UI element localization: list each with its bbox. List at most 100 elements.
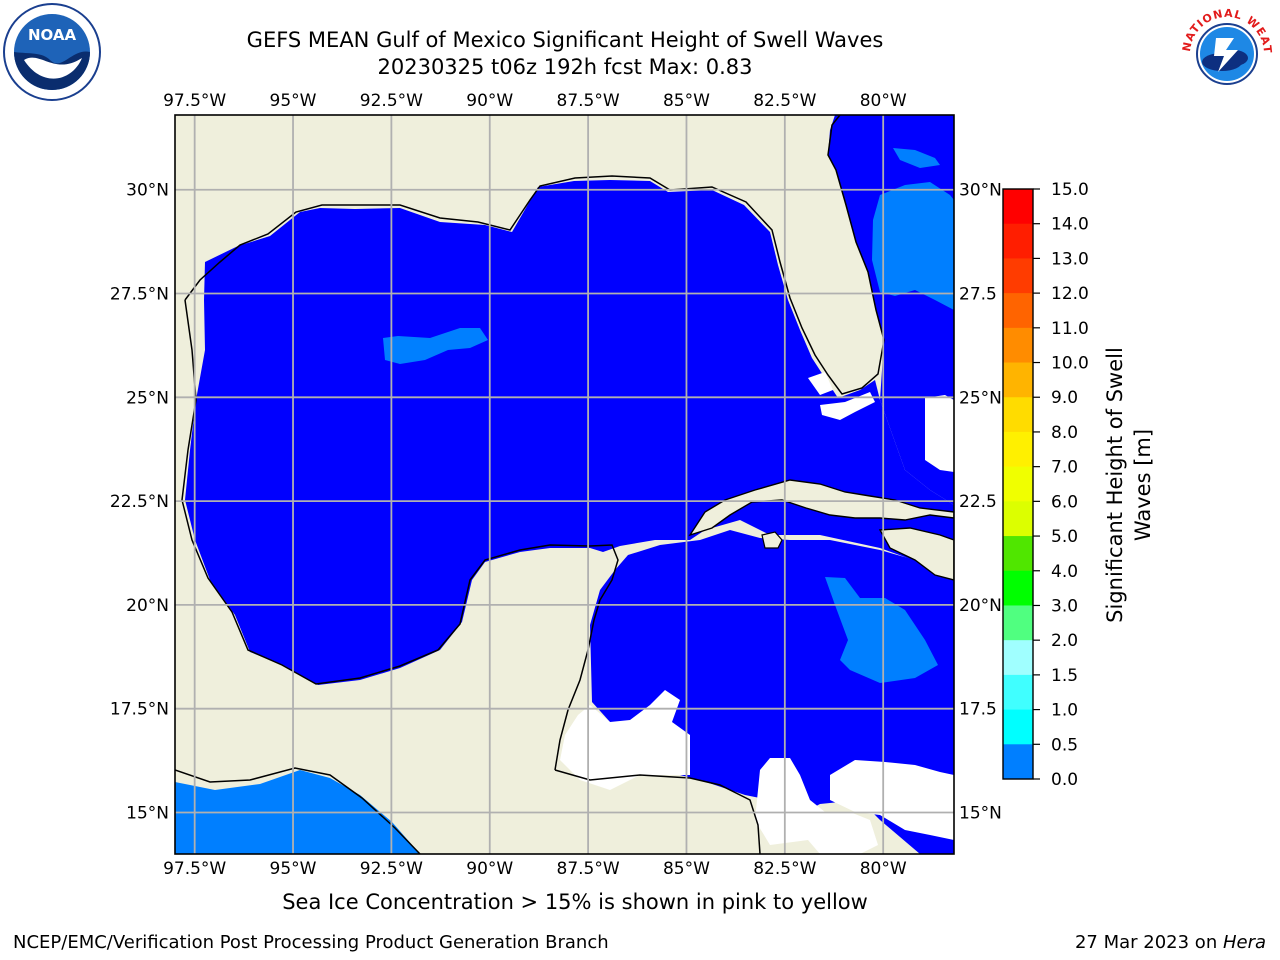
no-data-patch — [830, 760, 954, 840]
colorbar-tick-label: 7.0 — [1051, 458, 1078, 478]
gulf-coastline — [184, 115, 885, 395]
colorbar-bin — [1003, 258, 1033, 294]
lat-tick-label: 20°N — [959, 596, 1002, 616]
no-data-patch — [755, 758, 878, 854]
colorbar-ticks: 15.0 14.0 13.0 12.0 11.0 10.0 9.0 8.0 7.0 6.0 5.0 4… — [1033, 180, 1089, 790]
lon-tick-label: 82.5°W — [753, 91, 816, 111]
colorbar-bin — [1003, 431, 1033, 468]
chart-subtitle: 20230325 t06z 192h fcst Max: 0.83 — [377, 55, 753, 79]
mexico-coastline — [181, 299, 619, 771]
lon-tick-label: 80°W — [860, 859, 907, 879]
lat-tick-label: 30°N — [959, 181, 1002, 201]
colorbar-bin — [1003, 189, 1033, 225]
colorbar-tick-label: 14.0 — [1051, 215, 1089, 235]
lon-tick-label: 90°W — [466, 91, 513, 111]
colorbar-tick-label: 0.5 — [1051, 735, 1078, 755]
lon-tick-label: 95°W — [270, 91, 317, 111]
colorbar-bin — [1003, 362, 1033, 398]
lat-tick-label: 22.5°N — [110, 492, 169, 512]
map-grid — [175, 115, 954, 854]
lat-ticks-right: 30°N 27.5 25°N 22.5 20°N 17.5 15°N — [959, 181, 1002, 824]
atlantic-swell-patch-2 — [893, 148, 940, 168]
colorbar-tick-label: 6.0 — [1051, 492, 1078, 512]
lat-tick-label: 27.5°N — [110, 285, 169, 305]
colorbar-label-line1: Significant Height of Swell — [1103, 347, 1127, 623]
colorbar-tick-label: 9.0 — [1051, 388, 1078, 408]
map-area — [175, 115, 954, 854]
colorbar-bin — [1003, 536, 1033, 572]
lat-tick-label: 22.5 — [959, 492, 997, 512]
colorbar-tick-label: 4.0 — [1051, 562, 1078, 582]
lon-tick-label: 87.5°W — [557, 91, 620, 111]
lat-tick-label: 17.5°N — [110, 700, 169, 720]
colorbar-bin — [1003, 397, 1033, 433]
colorbar-label-line2: Waves [m] — [1131, 429, 1155, 541]
colorbar-tick-label: 0.0 — [1051, 770, 1078, 790]
sea-ice-note: Sea Ice Concentration > 15% is shown in … — [282, 890, 868, 914]
colorbar-tick-label: 5.0 — [1051, 527, 1078, 547]
lon-tick-label: 90°W — [466, 859, 513, 879]
gulf-swell-patch — [383, 328, 488, 364]
colorbar-bin — [1003, 674, 1033, 711]
no-data-patch — [925, 395, 954, 472]
colorbar-tick-label: 1.0 — [1051, 701, 1078, 721]
caribbean-swell-patch — [825, 577, 938, 683]
pacific-coastline — [175, 767, 421, 854]
colorbar-bin — [1003, 605, 1033, 641]
footer-date-text: 27 Mar 2023 on — [1074, 932, 1223, 953]
lat-ticks-left: 30°N 27.5°N 25°N 22.5°N 20°N 17.5°N 15°N — [110, 181, 169, 824]
colorbar-tick-label: 10.0 — [1051, 354, 1089, 374]
colorbar-bin — [1003, 466, 1033, 502]
footer-credit: NCEP/EMC/Verification Post Processing Pr… — [13, 932, 609, 953]
footer-system: Hera — [1222, 932, 1266, 953]
colorbar-tick-label: 13.0 — [1051, 249, 1089, 269]
colorbar-tick-label: 3.0 — [1051, 596, 1078, 616]
colorbar-tick-label: 15.0 — [1051, 180, 1089, 200]
lat-tick-label: 17.5 — [959, 700, 997, 720]
lat-tick-label: 30°N — [126, 181, 169, 201]
lon-tick-label: 95°W — [270, 859, 317, 879]
noaa-logo-icon: NOAA — [3, 3, 101, 101]
colorbar — [1002, 188, 1034, 780]
lon-tick-label: 97.5°W — [163, 91, 226, 111]
lat-tick-label: 20°N — [126, 596, 169, 616]
lon-ticks-bottom: 97.5°W 95°W 92.5°W 90°W 87.5°W 85°W 82.5°W 80°W — [163, 859, 907, 879]
footer-date: 27 Mar 2023 on Hera — [1075, 932, 1266, 953]
lat-tick-label: 15°N — [959, 803, 1002, 823]
colorbar-bin — [1003, 223, 1033, 259]
lon-tick-label: 85°W — [663, 859, 710, 879]
lon-tick-label: 92.5°W — [360, 91, 423, 111]
atlantic-swell-patch — [872, 182, 954, 310]
nws-logo-icon: NATIONAL WEATHER SERVICE — [1176, 2, 1273, 98]
colorbar-tick-label: 1.5 — [1051, 666, 1078, 686]
colorbar-frame — [1002, 188, 1034, 780]
lon-tick-label: 80°W — [860, 91, 907, 111]
colorbar-tick-label: 8.0 — [1051, 423, 1078, 443]
noaa-logo-text: NOAA — [28, 26, 77, 44]
lat-tick-label: 25°N — [959, 388, 1002, 408]
no-data-patch — [560, 690, 690, 790]
colorbar-bin — [1003, 327, 1033, 364]
colorbar-bin — [1003, 640, 1033, 676]
colorbar-bin — [1003, 709, 1033, 745]
no-data-patch — [820, 392, 875, 420]
map-frame — [174, 114, 955, 855]
lat-tick-label: 15°N — [126, 803, 169, 823]
lon-tick-label: 92.5°W — [360, 859, 423, 879]
colorbar-tick-label: 2.0 — [1051, 631, 1078, 651]
colorbar-tick-label: 11.0 — [1051, 319, 1089, 339]
colorbar-bin — [1003, 293, 1033, 329]
central-america-coastline — [554, 769, 761, 854]
lat-tick-label: 27.5 — [959, 285, 997, 305]
gulf-swell-region — [185, 180, 954, 685]
hispaniola-land — [878, 527, 954, 581]
lat-tick-label: 25°N — [126, 388, 169, 408]
isla-juventud-land — [761, 531, 783, 549]
no-data-patch — [808, 372, 833, 395]
lon-tick-label: 82.5°W — [753, 859, 816, 879]
colorbar-bin — [1003, 744, 1033, 780]
lon-tick-label: 85°W — [663, 91, 710, 111]
lon-tick-label: 97.5°W — [163, 859, 226, 879]
lon-ticks-top: 97.5°W 95°W 92.5°W 90°W 87.5°W 85°W 82.5°W 80°W — [163, 91, 907, 111]
